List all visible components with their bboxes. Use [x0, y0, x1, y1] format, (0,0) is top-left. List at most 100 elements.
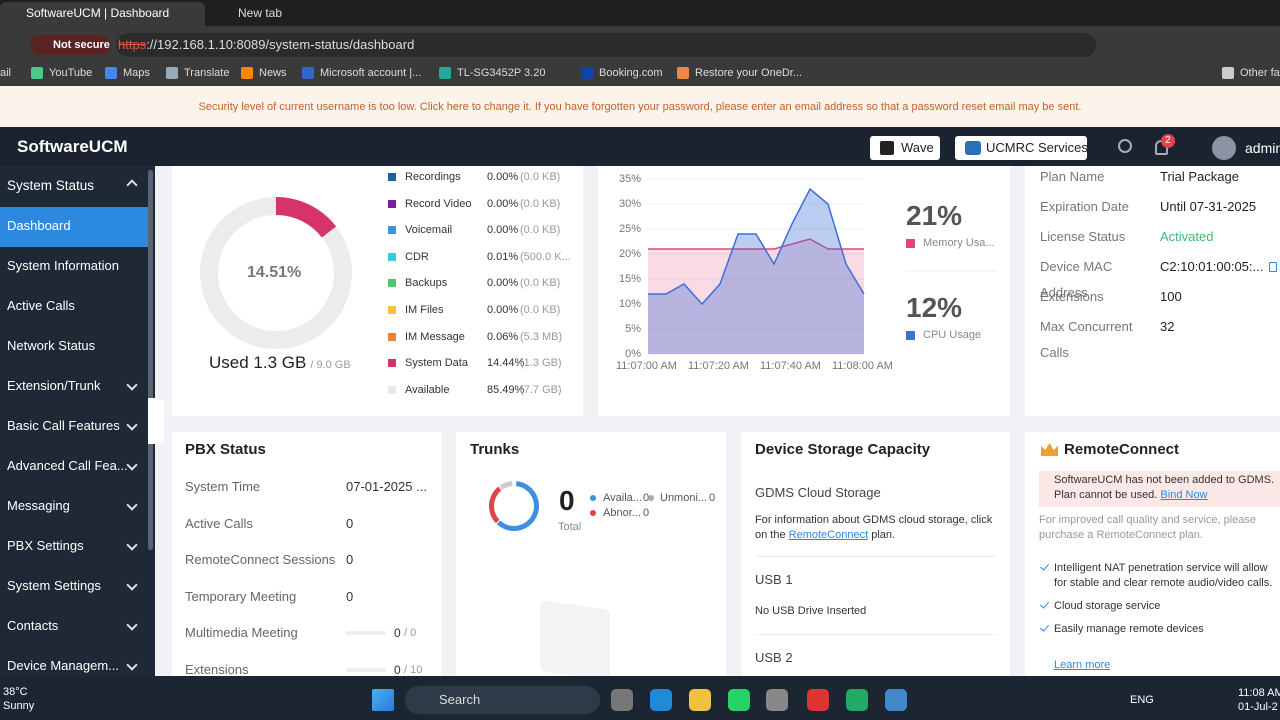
tab-title[interactable]: New tab	[238, 6, 283, 20]
card-title: Device Storage Capacity	[755, 441, 931, 458]
nav-item[interactable]: Device Managem...	[7, 658, 119, 673]
section-title: GDMS Cloud Storage	[755, 485, 881, 500]
nav-item[interactable]: System Information	[7, 258, 119, 273]
legend-value: 0	[709, 492, 716, 504]
legend-percent: 0.01%	[487, 250, 519, 263]
active-tab[interactable]	[0, 2, 205, 28]
legend-name: CPU Usage	[923, 329, 982, 341]
nav-item[interactable]: Network Status	[7, 338, 96, 353]
text: SoftwareUCM has not been added to GDMS. …	[1054, 474, 1275, 501]
plan-value: Activated	[1160, 229, 1214, 244]
legend-size: (0.0 KB)	[520, 304, 561, 316]
nav-item[interactable]: System Settings	[7, 578, 101, 593]
nav-item[interactable]: Dashboard	[7, 218, 71, 233]
legend-size: (7.7 GB)	[520, 383, 562, 396]
legend-swatch	[906, 239, 915, 248]
nav-item[interactable]: Advanced Call Fea...	[7, 458, 128, 473]
legend-percent: 0.00%	[487, 304, 519, 316]
section-title: USB 2	[755, 650, 793, 665]
legend-name: IM Message	[405, 330, 465, 343]
bookmark-icon	[241, 67, 253, 79]
bookmark[interactable]: Translate	[184, 67, 230, 79]
card-title: RemoteConnect	[1064, 441, 1180, 458]
taskbar-app[interactable]	[728, 689, 750, 711]
card	[741, 432, 1010, 676]
tab-title[interactable]: SoftwareUCM | Dashboard	[26, 6, 170, 20]
bookmark[interactable]: News	[259, 67, 287, 79]
y-tick-label: 5%	[625, 323, 641, 335]
legend-percent: 0.00%	[487, 197, 519, 210]
collapse-handle[interactable]	[148, 398, 164, 444]
nav-item[interactable]: Active Calls	[7, 298, 75, 313]
nav-item[interactable]: Extension/Trunk	[7, 378, 101, 393]
legend-swatch	[388, 279, 396, 288]
bookmark-icon	[581, 67, 593, 79]
legend-swatch	[388, 252, 396, 261]
legend-swatch	[906, 331, 915, 340]
bookmark[interactable]: ail	[0, 67, 12, 79]
legend-swatch	[388, 199, 396, 208]
bookmark[interactable]: Microsoft account |...	[320, 67, 422, 79]
taskbar-app[interactable]	[650, 689, 672, 711]
taskbar-app[interactable]	[689, 689, 711, 711]
x-tick-label: 11:07:40 AM	[760, 360, 821, 372]
taskbar-app[interactable]	[807, 689, 829, 711]
bookmark[interactable]: Other fav	[1240, 67, 1280, 79]
empty-illustration	[540, 600, 610, 681]
pbx-total: / 10	[404, 664, 423, 676]
link[interactable]: Learn more	[1054, 659, 1111, 671]
x-tick-label: 11:07:00 AM	[616, 360, 677, 372]
section-title: USB 1	[755, 572, 793, 587]
bookmark[interactable]: Booking.com	[599, 67, 663, 79]
taskbar-app[interactable]	[885, 689, 907, 711]
avatar[interactable]	[1212, 136, 1236, 160]
link[interactable]: Bind Now	[1160, 489, 1208, 501]
bookmark[interactable]: Maps	[123, 67, 150, 79]
taskbar-app[interactable]	[766, 689, 788, 711]
legend-name: Abnor...	[603, 507, 641, 519]
pbx-label: RemoteConnect Sessions	[185, 552, 336, 568]
weather-text: Sunny	[3, 700, 35, 712]
bookmark[interactable]: Restore your OneDr...	[695, 67, 802, 79]
y-tick-label: 20%	[618, 248, 641, 260]
bookmarks-bar	[0, 62, 1280, 86]
search-box[interactable]	[405, 686, 600, 714]
ucmrc-icon	[965, 141, 981, 155]
nav-item[interactable]: Contacts	[7, 618, 59, 633]
pbx-total: / 0	[404, 627, 417, 640]
legend-swatch	[388, 226, 396, 235]
taskbar-app[interactable]	[611, 689, 633, 711]
link[interactable]: RemoteConnect	[788, 529, 869, 541]
button-label[interactable]: Wave	[901, 140, 934, 155]
not-secure: Not secure	[53, 39, 110, 51]
divider	[755, 634, 997, 635]
nav-item[interactable]: Messaging	[7, 498, 70, 513]
y-tick-label: 0%	[625, 348, 641, 360]
search-placeholder[interactable]: Search	[439, 692, 481, 707]
copy-icon[interactable]	[1269, 262, 1277, 272]
button-label[interactable]: UCMRC Services	[986, 140, 1088, 155]
text: For information about GDMS cloud storage…	[755, 514, 993, 541]
search-icon[interactable]	[1118, 139, 1132, 153]
taskbar-app[interactable]	[846, 689, 868, 711]
bookmark[interactable]: YouTube	[49, 67, 93, 79]
app-header	[0, 127, 1280, 166]
bookmark[interactable]: TL-SG3452P 3.20	[457, 67, 546, 79]
x-tick-label: 11:08:00 AM	[832, 360, 893, 372]
user-name[interactable]: admin	[1245, 140, 1280, 156]
legend-name: Availa...	[603, 492, 642, 504]
legend-name: Memory Usa...	[923, 237, 995, 249]
nav-item[interactable]: Basic Call Features	[7, 418, 120, 433]
badge-count: 2	[1165, 135, 1171, 146]
start-button[interactable]	[372, 689, 394, 711]
nav-item[interactable]: PBX Settings	[7, 538, 84, 553]
nav-item[interactable]: System Status	[7, 178, 95, 193]
y-tick-label: 25%	[618, 223, 641, 235]
stat-value: 12%	[906, 292, 963, 323]
pbx-value: 0	[346, 515, 354, 531]
legend-size: (1.3 GB)	[520, 357, 562, 370]
donut-label: 14.51%	[247, 264, 302, 281]
banner-text[interactable]: Security level of current username is to…	[198, 101, 1082, 113]
legend-size: (0.0 KB)	[520, 277, 561, 290]
